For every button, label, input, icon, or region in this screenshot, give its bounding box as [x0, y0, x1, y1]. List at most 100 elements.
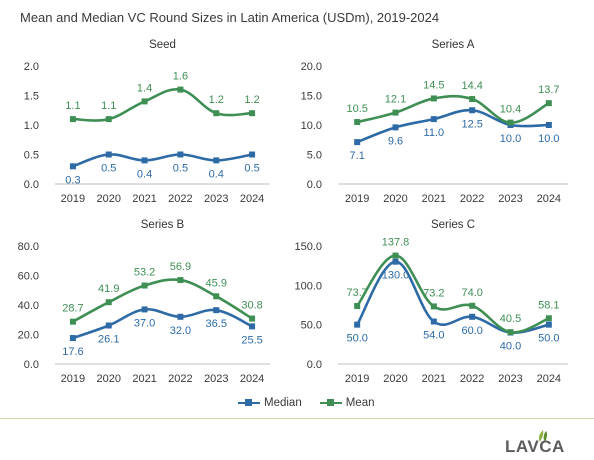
data-label-mean-series-c: 137.8 [382, 237, 410, 249]
y-tick-label-seed: 1.5 [24, 91, 39, 103]
data-label-median-series-b: 25.5 [241, 334, 262, 346]
y-tick-label-seed: 2.0 [24, 61, 39, 73]
data-point-mean-series-b [69, 318, 76, 325]
data-label-mean-series-c: 74.0 [461, 287, 482, 299]
data-label-median-series-b: 26.1 [98, 334, 119, 346]
series-line-mean-series-a [356, 94, 550, 124]
x-tick-label-series-c: 2021 [422, 373, 446, 385]
x-tick-label-series-b: 2019 [61, 373, 85, 385]
data-label-mean-series-a: 13.7 [538, 84, 559, 96]
series-line-mean-seed [72, 87, 253, 122]
chart-title-series-a: Series A [432, 39, 475, 51]
data-point-mean-series-c [469, 302, 476, 309]
y-tick-label-series-c: 100.0 [294, 280, 322, 292]
x-tick-label-seed: 2020 [97, 193, 121, 205]
data-label-mean-series-c: 58.1 [538, 299, 559, 311]
data-label-mean-seed: 1.4 [137, 82, 152, 94]
legend-item-median: Median [238, 397, 302, 409]
data-label-median-series-a: 11.0 [424, 127, 445, 139]
y-tick-label-seed: 1.0 [24, 120, 39, 132]
series-line-median-series-a [356, 108, 549, 144]
data-point-mean-series-c [545, 315, 552, 322]
legend-item-mean: Mean [319, 397, 375, 409]
data-label-median-series-c: 130.0 [382, 270, 410, 282]
y-tick-label-series-b: 60.0 [18, 271, 39, 283]
series-line-median-series-b [72, 307, 253, 340]
y-tick-label-seed: 0.0 [24, 179, 39, 191]
x-tick-label-series-c: 2022 [460, 373, 484, 385]
data-label-mean-series-c: 40.5 [500, 313, 521, 325]
data-label-median-series-a: 12.5 [461, 118, 482, 130]
data-label-median-series-b: 32.0 [170, 325, 191, 337]
data-point-mean-seed [177, 86, 184, 93]
y-tick-label-series-a: 0.0 [307, 179, 322, 191]
data-label-mean-series-a: 14.5 [423, 79, 444, 91]
series-line-median-seed [72, 153, 253, 168]
data-point-mean-series-b [177, 277, 184, 284]
x-tick-label-series-b: 2020 [97, 373, 121, 385]
data-point-median-series-a [392, 124, 399, 131]
chart-legend: Median Mean [238, 397, 375, 409]
data-point-median-series-c [545, 321, 552, 328]
y-tick-label-series-b: 0.0 [24, 359, 39, 371]
x-tick-label-series-a: 2024 [537, 193, 561, 205]
footer-divider [0, 418, 594, 419]
x-tick-label-series-c: 2023 [498, 373, 522, 385]
chart-title-series-b: Series B [141, 219, 185, 231]
y-tick-label-series-b: 20.0 [18, 330, 39, 342]
data-point-mean-seed [141, 98, 148, 105]
data-label-mean-seed: 1.6 [173, 71, 188, 83]
data-label-mean-series-a: 14.4 [461, 80, 482, 92]
data-point-median-seed [177, 151, 184, 158]
data-point-mean-seed [213, 110, 220, 117]
data-point-median-series-c [430, 318, 437, 325]
data-point-median-seed [213, 157, 220, 164]
data-point-median-seed [249, 151, 256, 158]
x-tick-label-seed: 2024 [240, 193, 264, 205]
data-point-median-series-a [545, 122, 552, 128]
x-tick-label-series-c: 2020 [383, 373, 407, 385]
data-label-mean-series-b: 45.9 [206, 277, 227, 289]
data-label-median-series-a: 10.0 [538, 133, 559, 145]
y-tick-label-series-b: 80.0 [18, 241, 39, 253]
data-label-mean-series-b: 56.9 [170, 261, 191, 273]
page-title: Mean and Median VC Round Sizes in Latin … [20, 10, 440, 25]
data-label-median-series-b: 37.0 [134, 317, 155, 329]
data-label-mean-seed: 1.1 [101, 100, 116, 112]
data-label-mean-seed: 1.2 [244, 94, 259, 106]
data-point-median-series-b [105, 322, 112, 329]
data-label-mean-series-a: 10.4 [500, 104, 521, 116]
x-tick-label-series-b: 2023 [204, 373, 228, 385]
data-label-median-seed: 0.5 [173, 163, 188, 175]
x-tick-label-series-b: 2022 [168, 373, 192, 385]
data-point-mean-series-c [507, 329, 514, 336]
y-tick-label-series-a: 5.0 [307, 150, 322, 162]
x-tick-label-series-b: 2024 [240, 373, 264, 385]
data-point-mean-series-b [141, 282, 148, 289]
svg-text:LAVCA: LAVCA [505, 437, 565, 454]
data-label-mean-series-c: 73.2 [423, 287, 444, 299]
y-tick-label-seed: 0.5 [24, 150, 39, 162]
x-tick-label-series-a: 2021 [422, 193, 446, 205]
data-label-mean-series-b: 30.8 [241, 300, 262, 312]
data-label-median-seed: 0.5 [101, 163, 116, 175]
data-point-mean-series-c [430, 303, 437, 310]
legend-label-mean: Mean [345, 397, 375, 409]
data-label-mean-series-b: 41.9 [98, 283, 119, 295]
data-label-median-seed: 0.4 [209, 168, 224, 180]
legend-swatch-mean [319, 398, 342, 408]
y-tick-label-series-a: 10.0 [301, 120, 322, 132]
data-label-median-series-c: 60.0 [461, 325, 482, 337]
data-label-median-series-a: 9.6 [388, 135, 403, 147]
data-label-mean-seed: 1.1 [65, 100, 80, 112]
data-point-median-series-c [469, 313, 476, 320]
x-tick-label-seed: 2023 [204, 193, 228, 205]
data-point-median-series-c [392, 258, 399, 265]
y-tick-label-series-c: 0.0 [307, 359, 322, 371]
x-tick-label-series-c: 2024 [537, 373, 561, 385]
x-tick-label-seed: 2019 [61, 193, 85, 205]
data-label-median-series-b: 17.6 [62, 346, 83, 358]
data-label-median-seed: 0.4 [137, 168, 152, 180]
data-point-median-series-b [69, 335, 76, 342]
x-tick-label-series-c: 2019 [345, 373, 369, 385]
